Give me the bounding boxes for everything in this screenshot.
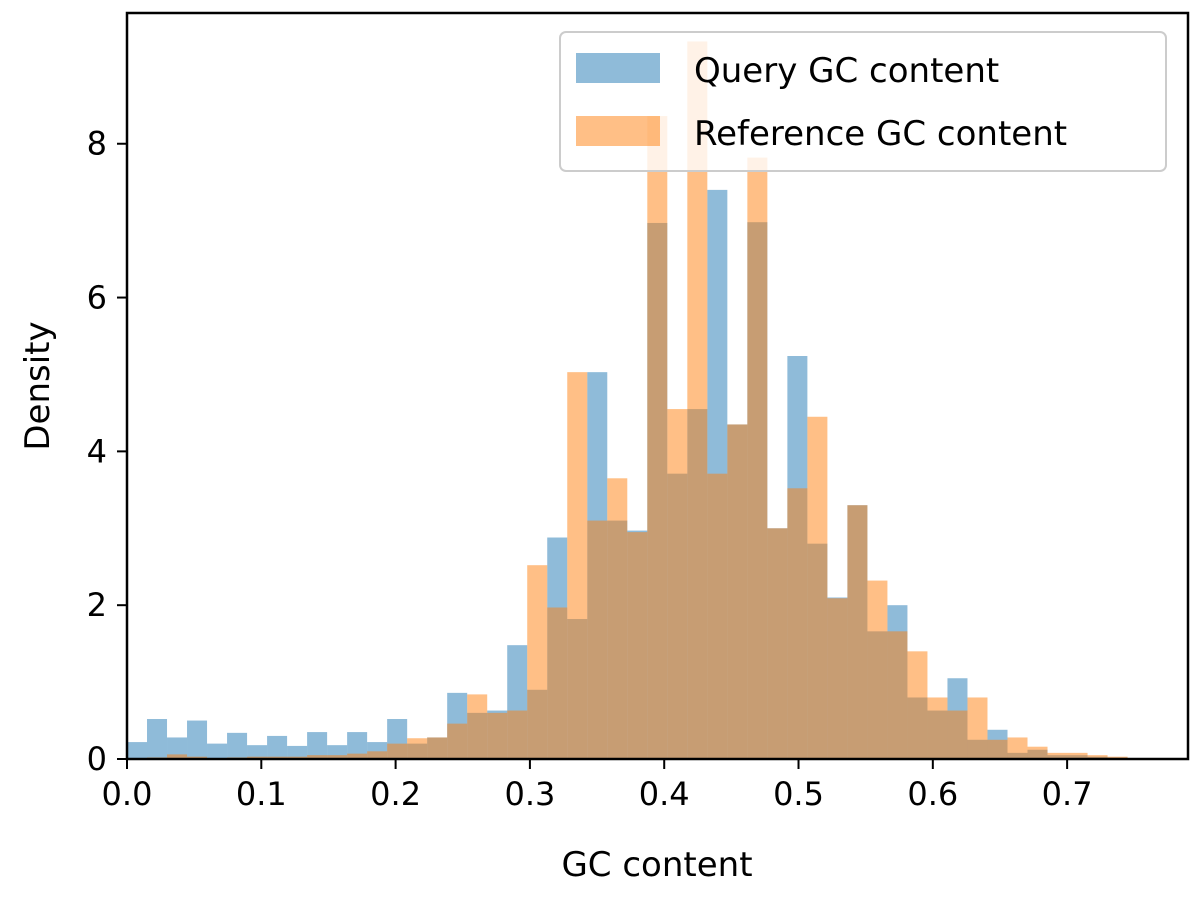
reference-bar [667,409,688,759]
reference-bar [947,710,968,759]
x-tick-label: 0.1 [236,775,287,813]
legend: Query GC content Reference GC content [559,31,1167,172]
reference-bar [847,505,868,759]
y-tick-label: 0 [87,740,107,778]
reference-bar [787,488,808,759]
reference-bar [927,697,948,759]
legend-label-query: Query GC content [694,51,999,91]
reference-bar [1007,737,1028,759]
reference-bar [907,651,928,759]
reference-bar [867,580,888,759]
reference-bar [1047,752,1068,759]
reference-bar [707,473,728,759]
reference-bar [887,631,908,759]
query-bar [347,732,368,759]
reference-bar [1087,755,1108,759]
x-tick-label: 0.2 [370,775,421,813]
x-tick-label: 0.6 [907,775,958,813]
y-axis-title: Density [18,321,58,450]
legend-swatch-reference [576,116,660,146]
reference-bar [407,738,428,759]
query-bar [167,737,188,759]
y-tick-label: 2 [87,586,107,624]
x-axis-title: GC content [561,845,752,885]
x-tick-label: 0.7 [1042,775,1093,813]
reference-bar [447,723,468,759]
reference-bar [167,754,188,759]
reference-bar [327,755,348,759]
reference-bar [347,753,368,759]
reference-bar [1067,752,1088,759]
y-tick-label: 8 [87,125,107,163]
reference-bar [367,751,388,759]
reference-bar [587,520,608,759]
reference-bar [987,739,1008,759]
reference-bar [567,372,588,759]
x-tick-label: 0.0 [102,775,153,813]
reference-bar [627,532,648,759]
reference-bar [687,41,708,759]
reference-bar [547,607,568,759]
reference-bar [527,565,548,759]
legend-label-reference: Reference GC content [694,114,1067,154]
reference-bar [1027,746,1048,759]
query-bar [287,745,308,759]
reference-bar [487,712,508,759]
query-bar [187,720,208,759]
reference-bar [807,416,828,759]
query-bar [227,732,248,759]
y-tick-label: 4 [87,432,107,470]
query-bar [307,732,328,759]
query-bar [207,743,228,759]
reference-bar [507,710,528,759]
query-bar [147,719,168,759]
plot-area-frame [125,11,1190,761]
reference-bar [827,598,848,759]
reference-bar [307,755,328,759]
y-tick-label: 6 [87,279,107,317]
x-axis-ticks: 0.0 0.1 0.2 0.3 0.4 0.5 0.6 0.7 [102,759,1093,813]
query-bar [267,735,288,759]
reference-bar [767,528,788,759]
y-axis-ticks: 0 2 4 6 8 [87,125,127,778]
legend-box [559,31,1167,172]
reference-bar [467,694,488,759]
reference-bar [967,697,988,759]
reference-bar [387,743,408,759]
x-tick-label: 0.5 [773,775,824,813]
reference-bar [607,478,628,759]
x-tick-label: 0.4 [639,775,690,813]
reference-bar [647,116,668,760]
query-bar [127,742,148,759]
legend-swatch-query [576,53,660,83]
x-tick-label: 0.3 [504,775,555,813]
reference-bar [427,737,448,759]
query-bar [247,745,268,759]
reference-bar [747,157,768,759]
reference-bar [727,424,748,759]
